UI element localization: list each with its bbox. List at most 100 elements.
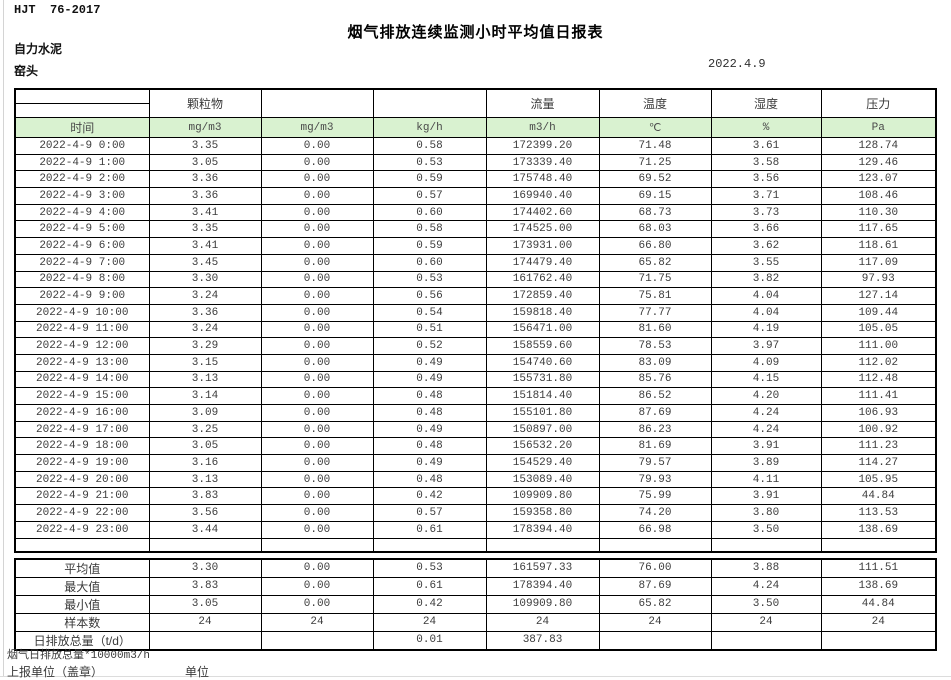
value-cell[interactable]: 86.23 [598,420,712,439]
value-cell[interactable]: 118.61 [820,237,937,255]
value-cell[interactable]: 3.15 [148,353,262,372]
value-cell[interactable]: 161762.40 [485,270,600,289]
time-cell[interactable]: 2022-4-9 14:00 [14,370,150,389]
summary-value-cell[interactable]: 24 [710,612,822,632]
summary-value-cell[interactable]: 24 [820,612,937,632]
value-cell[interactable]: 0.00 [260,437,374,456]
empty-cell[interactable] [260,537,374,552]
value-cell[interactable]: 3.44 [148,520,262,539]
value-cell[interactable]: 0.00 [260,237,374,255]
summary-value-cell[interactable] [148,630,262,650]
time-cell[interactable]: 2022-4-9 23:00 [14,520,150,539]
unit-cell-mgm3[interactable]: mg/m3 [260,117,374,138]
value-cell[interactable]: 0.00 [260,320,374,339]
value-cell[interactable]: 77.77 [598,303,712,322]
value-cell[interactable]: 3.71 [710,187,822,205]
summary-value-cell[interactable]: 65.82 [598,594,712,614]
value-cell[interactable]: 0.56 [372,287,487,305]
value-cell[interactable]: 174479.40 [485,253,600,272]
value-cell[interactable]: 3.97 [710,337,822,355]
value-cell[interactable]: 3.36 [148,187,262,205]
value-cell[interactable]: 0.49 [372,370,487,389]
time-cell[interactable]: 2022-4-9 11:00 [14,320,150,339]
value-cell[interactable]: 3.80 [710,504,822,522]
value-cell[interactable]: 111.23 [820,437,937,456]
value-cell[interactable]: 68.73 [598,203,712,222]
summary-value-cell[interactable]: 3.30 [148,558,262,578]
empty-cell[interactable] [372,537,487,552]
value-cell[interactable]: 3.29 [148,337,262,355]
value-cell[interactable]: 117.65 [820,220,937,239]
value-cell[interactable]: 0.00 [260,187,374,205]
summary-value-cell[interactable]: 178394.40 [485,576,600,596]
value-cell[interactable]: 75.81 [598,287,712,305]
value-cell[interactable]: 0.57 [372,187,487,205]
value-cell[interactable]: 4.19 [710,320,822,339]
value-cell[interactable]: 0.00 [260,454,374,472]
value-cell[interactable]: 0.48 [372,470,487,489]
unit-cell-celsius[interactable]: ℃ [598,117,712,138]
time-cell[interactable]: 2022-4-9 1:00 [14,153,150,172]
value-cell[interactable]: 3.50 [710,520,822,539]
value-cell[interactable]: 3.73 [710,203,822,222]
value-cell[interactable]: 3.56 [148,504,262,522]
value-cell[interactable]: 105.95 [820,470,937,489]
value-cell[interactable]: 3.14 [148,387,262,405]
empty-cell[interactable] [710,537,822,552]
value-cell[interactable]: 0.00 [260,270,374,289]
summary-value-cell[interactable]: 44.84 [820,594,937,614]
value-cell[interactable]: 138.69 [820,520,937,539]
value-cell[interactable]: 71.48 [598,137,712,155]
time-cell[interactable]: 2022-4-9 22:00 [14,504,150,522]
value-cell[interactable]: 117.09 [820,253,937,272]
header-cell-flow[interactable]: 流量 [485,88,600,118]
value-cell[interactable]: 3.89 [710,454,822,472]
value-cell[interactable]: 87.69 [598,404,712,422]
value-cell[interactable]: 0.42 [372,487,487,506]
value-cell[interactable]: 3.58 [710,153,822,172]
value-cell[interactable]: 0.53 [372,153,487,172]
value-cell[interactable]: 3.30 [148,270,262,289]
summary-value-cell[interactable]: 3.83 [148,576,262,596]
value-cell[interactable]: 156471.00 [485,320,600,339]
value-cell[interactable]: 81.60 [598,320,712,339]
value-cell[interactable]: 106.93 [820,404,937,422]
value-cell[interactable]: 3.55 [710,253,822,272]
summary-value-cell[interactable] [260,630,374,650]
value-cell[interactable]: 0.49 [372,420,487,439]
value-cell[interactable]: 85.76 [598,370,712,389]
value-cell[interactable]: 154529.40 [485,454,600,472]
empty-cell[interactable] [598,537,712,552]
value-cell[interactable]: 172399.20 [485,137,600,155]
value-cell[interactable]: 44.84 [820,487,937,506]
header-cell-particulate[interactable]: 颗粒物 [148,88,262,118]
time-cell[interactable]: 2022-4-9 2:00 [14,170,150,189]
value-cell[interactable]: 151814.40 [485,387,600,405]
value-cell[interactable]: 114.27 [820,454,937,472]
unit-cell-m3h[interactable]: m3/h [485,117,600,138]
value-cell[interactable]: 0.00 [260,387,374,405]
value-cell[interactable]: 3.62 [710,237,822,255]
value-cell[interactable]: 158559.60 [485,337,600,355]
time-cell[interactable]: 2022-4-9 12:00 [14,337,150,355]
value-cell[interactable]: 4.09 [710,353,822,372]
summary-label-cell[interactable]: 日排放总量（t/d） [14,630,150,650]
value-cell[interactable]: 65.82 [598,253,712,272]
value-cell[interactable]: 174525.00 [485,220,600,239]
value-cell[interactable]: 0.00 [260,170,374,189]
value-cell[interactable]: 111.41 [820,387,937,405]
value-cell[interactable]: 100.92 [820,420,937,439]
value-cell[interactable]: 97.93 [820,270,937,289]
value-cell[interactable]: 169940.40 [485,187,600,205]
value-cell[interactable]: 0.48 [372,437,487,456]
value-cell[interactable]: 3.35 [148,220,262,239]
value-cell[interactable]: 3.41 [148,237,262,255]
value-cell[interactable]: 75.99 [598,487,712,506]
value-cell[interactable]: 3.56 [710,170,822,189]
value-cell[interactable]: 3.24 [148,287,262,305]
value-cell[interactable]: 0.00 [260,470,374,489]
value-cell[interactable]: 3.83 [148,487,262,506]
value-cell[interactable]: 0.49 [372,454,487,472]
header-cell-temperature[interactable]: 温度 [598,88,712,118]
value-cell[interactable]: 154740.60 [485,353,600,372]
